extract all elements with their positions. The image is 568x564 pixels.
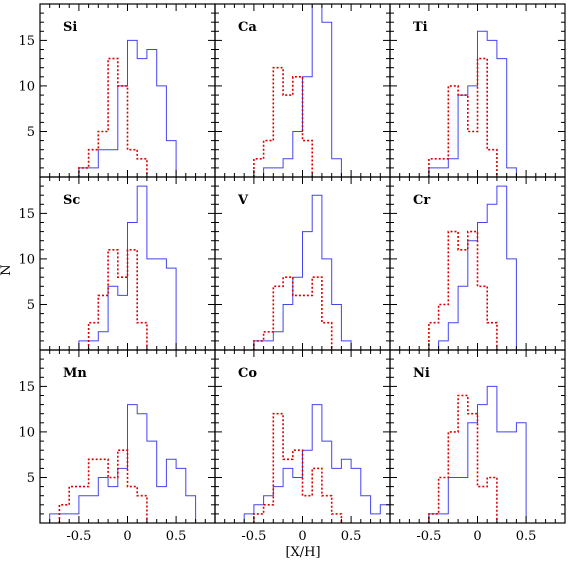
- y-tick-label: 10: [18, 425, 35, 440]
- solid-histogram-si: [78, 39, 177, 177]
- y-tick-label: 15: [18, 34, 35, 49]
- dotted-histogram-ni: [428, 394, 498, 523]
- panel-cr: Cr: [389, 176, 566, 351]
- dotted-histogram-ti: [428, 57, 498, 177]
- solid-histogram-ti: [428, 30, 517, 177]
- x-tick-label: 0: [123, 529, 131, 544]
- panel-sc: Sc 5 10 15: [18, 176, 216, 351]
- x-tick-label: -0.5: [241, 529, 266, 544]
- solid-histogram-v: [253, 194, 352, 350]
- panel-co: Co -0.5 0 0.5: [214, 349, 391, 544]
- solid-histogram-ca: [263, 3, 342, 177]
- panel-v: V: [214, 176, 391, 351]
- y-tick-label: 10: [18, 79, 35, 94]
- element-label: Cr: [413, 193, 430, 208]
- panel-si: Si 5 10 15: [18, 3, 216, 178]
- dotted-histogram-cr: [428, 230, 498, 350]
- element-label: V: [237, 193, 249, 208]
- panel-ti: Ti: [389, 3, 566, 178]
- y-axis-label: N: [0, 264, 14, 275]
- element-label: Co: [238, 366, 257, 381]
- x-axis-label: [X/H]: [285, 545, 320, 560]
- dotted-histogram-mn: [58, 449, 148, 523]
- x-tick-label: 0: [298, 529, 306, 544]
- solid-histogram-ni: [428, 385, 527, 523]
- element-label: Sc: [63, 193, 80, 208]
- element-label: Ti: [413, 20, 428, 35]
- dotted-histogram-co: [253, 412, 343, 523]
- y-tick-label: 10: [18, 252, 35, 267]
- panel-mn: Mn 5 10 15 -0.5 0 0.5: [18, 349, 216, 544]
- x-tick-label: -0.5: [416, 529, 441, 544]
- dotted-histogram-v: [253, 276, 333, 350]
- y-tick-label: 5: [27, 298, 35, 313]
- x-tick-label: 0: [473, 529, 481, 544]
- y-tick-label: 15: [18, 207, 35, 222]
- y-tick-label: 5: [27, 471, 35, 486]
- dotted-histogram-ca: [253, 66, 313, 177]
- element-label: Ni: [413, 366, 430, 381]
- y-tick-label: 15: [18, 380, 35, 395]
- y-tick-label: 5: [27, 125, 35, 140]
- x-tick-label: -0.5: [66, 529, 91, 544]
- solid-histogram-co: [243, 404, 391, 523]
- x-tick-label: 0.5: [166, 529, 187, 544]
- solid-histogram-cr: [438, 185, 517, 350]
- dotted-histogram-si: [78, 57, 148, 177]
- panel-ca: Ca: [214, 3, 391, 178]
- element-label: Mn: [63, 366, 87, 381]
- element-label: Si: [63, 20, 77, 35]
- panel-ni: Ni -0.5 0 0.5: [389, 349, 566, 544]
- x-tick-label: 0.5: [341, 529, 362, 544]
- panels: Si 5 10 15 Ca Ti Sc 5 10 15 V Cr Mn 5 10 15 -0.5 0 0.5 Co -0…: [18, 3, 566, 544]
- x-tick-label: 0.5: [516, 529, 537, 544]
- solid-histogram-sc: [78, 185, 177, 350]
- dotted-histogram-sc: [87, 249, 148, 350]
- solid-histogram-mn: [49, 404, 197, 523]
- element-label: Ca: [238, 20, 257, 35]
